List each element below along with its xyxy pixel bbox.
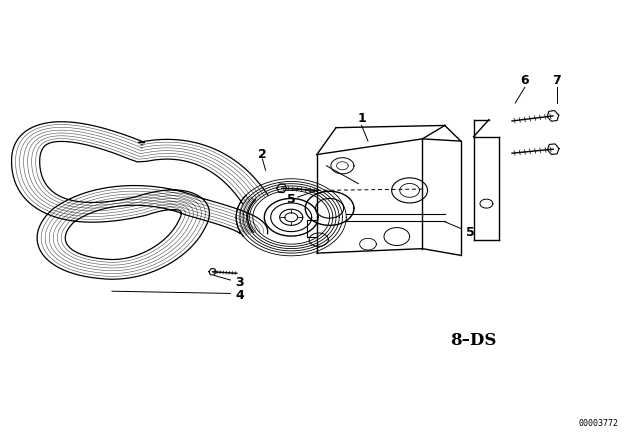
Text: 2: 2	[258, 148, 267, 161]
Text: 3: 3	[236, 276, 244, 289]
Text: 7: 7	[552, 74, 561, 87]
Text: 5: 5	[466, 226, 475, 240]
Text: 8–DS: 8–DS	[451, 332, 497, 349]
Text: 00003772: 00003772	[579, 419, 618, 428]
Text: 5: 5	[287, 193, 296, 206]
Text: 4: 4	[236, 289, 244, 302]
Text: 6: 6	[520, 74, 529, 87]
Text: 1: 1	[357, 112, 366, 125]
